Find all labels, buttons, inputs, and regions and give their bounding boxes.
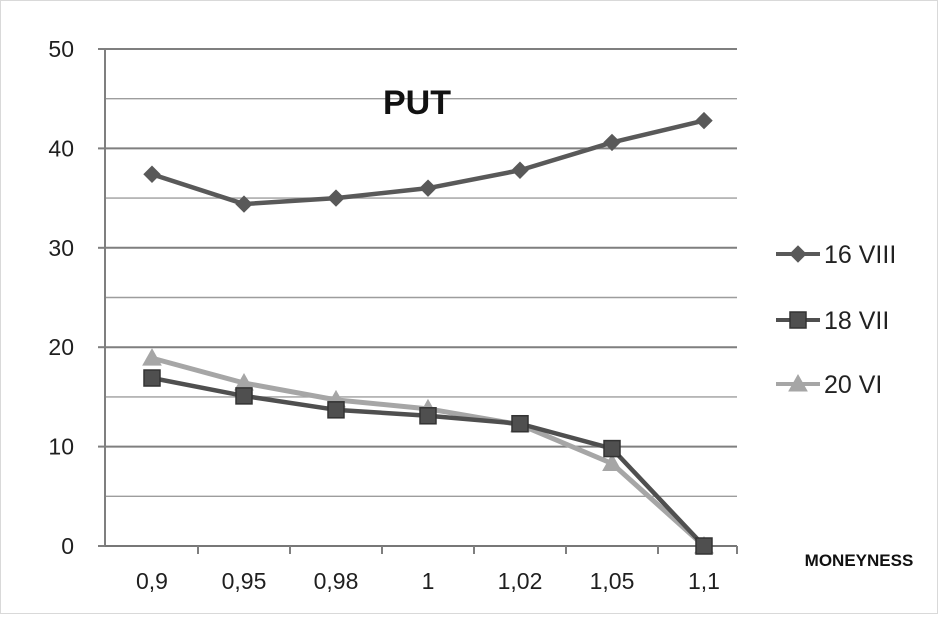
x-axis-label: MONEYNESS xyxy=(805,551,914,570)
legend-marker-18-vii xyxy=(789,311,807,329)
x-axis-tick-label: 0,95 xyxy=(222,568,267,594)
data-point-18-vii xyxy=(695,537,713,555)
chart-axes: 0 10 20 30 40 50 0,9 0,95 0,98 1 1,02 1,05 1,1 xyxy=(48,36,738,594)
y-axis-tick-label: 40 xyxy=(48,135,74,161)
data-point-18-vii xyxy=(143,369,161,387)
data-point-18-vii xyxy=(603,439,621,458)
y-axis-tick-label: 10 xyxy=(48,434,74,460)
data-point-18-vii xyxy=(419,407,437,425)
data-point-16-viii xyxy=(419,179,437,197)
data-point-16-viii xyxy=(603,133,621,152)
y-axis-tick-label: 30 xyxy=(48,235,74,261)
y-axis-tick-label: 20 xyxy=(48,334,74,360)
x-axis-tick-label: 0,98 xyxy=(314,568,359,594)
data-point-16-viii xyxy=(235,195,253,213)
chart-series xyxy=(142,111,714,555)
data-point-20-vi xyxy=(142,348,162,366)
data-point-18-vii xyxy=(327,401,345,419)
series-line-20-vi xyxy=(149,355,707,549)
y-axis-tick-label: 0 xyxy=(61,533,74,559)
y-axis-tick-label: 50 xyxy=(48,36,74,62)
data-point-16-viii xyxy=(511,161,529,179)
chart-legend: 16 VIII 18 VII 20 VI xyxy=(776,241,896,399)
chart-grid xyxy=(105,48,737,547)
legend-label-20-vi: 20 VI xyxy=(824,371,882,399)
legend-marker-20-vi xyxy=(788,373,808,392)
legend-label-16-viii: 16 VIII xyxy=(824,241,896,269)
data-point-16-viii xyxy=(327,189,345,207)
x-axis-tick-label: 1,02 xyxy=(498,568,543,594)
data-point-18-vii xyxy=(511,414,529,433)
x-axis-tick-label: 1,05 xyxy=(590,568,635,594)
x-axis-tick-label: 1 xyxy=(422,568,435,594)
data-point-20-vi xyxy=(602,453,622,471)
x-axis-tick-label: 0,9 xyxy=(136,568,168,594)
legend-marker-16-viii xyxy=(789,245,807,263)
data-point-16-viii xyxy=(695,111,713,130)
data-point-16-viii xyxy=(143,165,161,183)
x-axis-tick-label: 1,1 xyxy=(688,568,720,594)
data-point-18-vii xyxy=(235,387,253,405)
legend-label-18-vii: 18 VII xyxy=(824,307,889,335)
chart-title: PUT xyxy=(383,84,451,122)
